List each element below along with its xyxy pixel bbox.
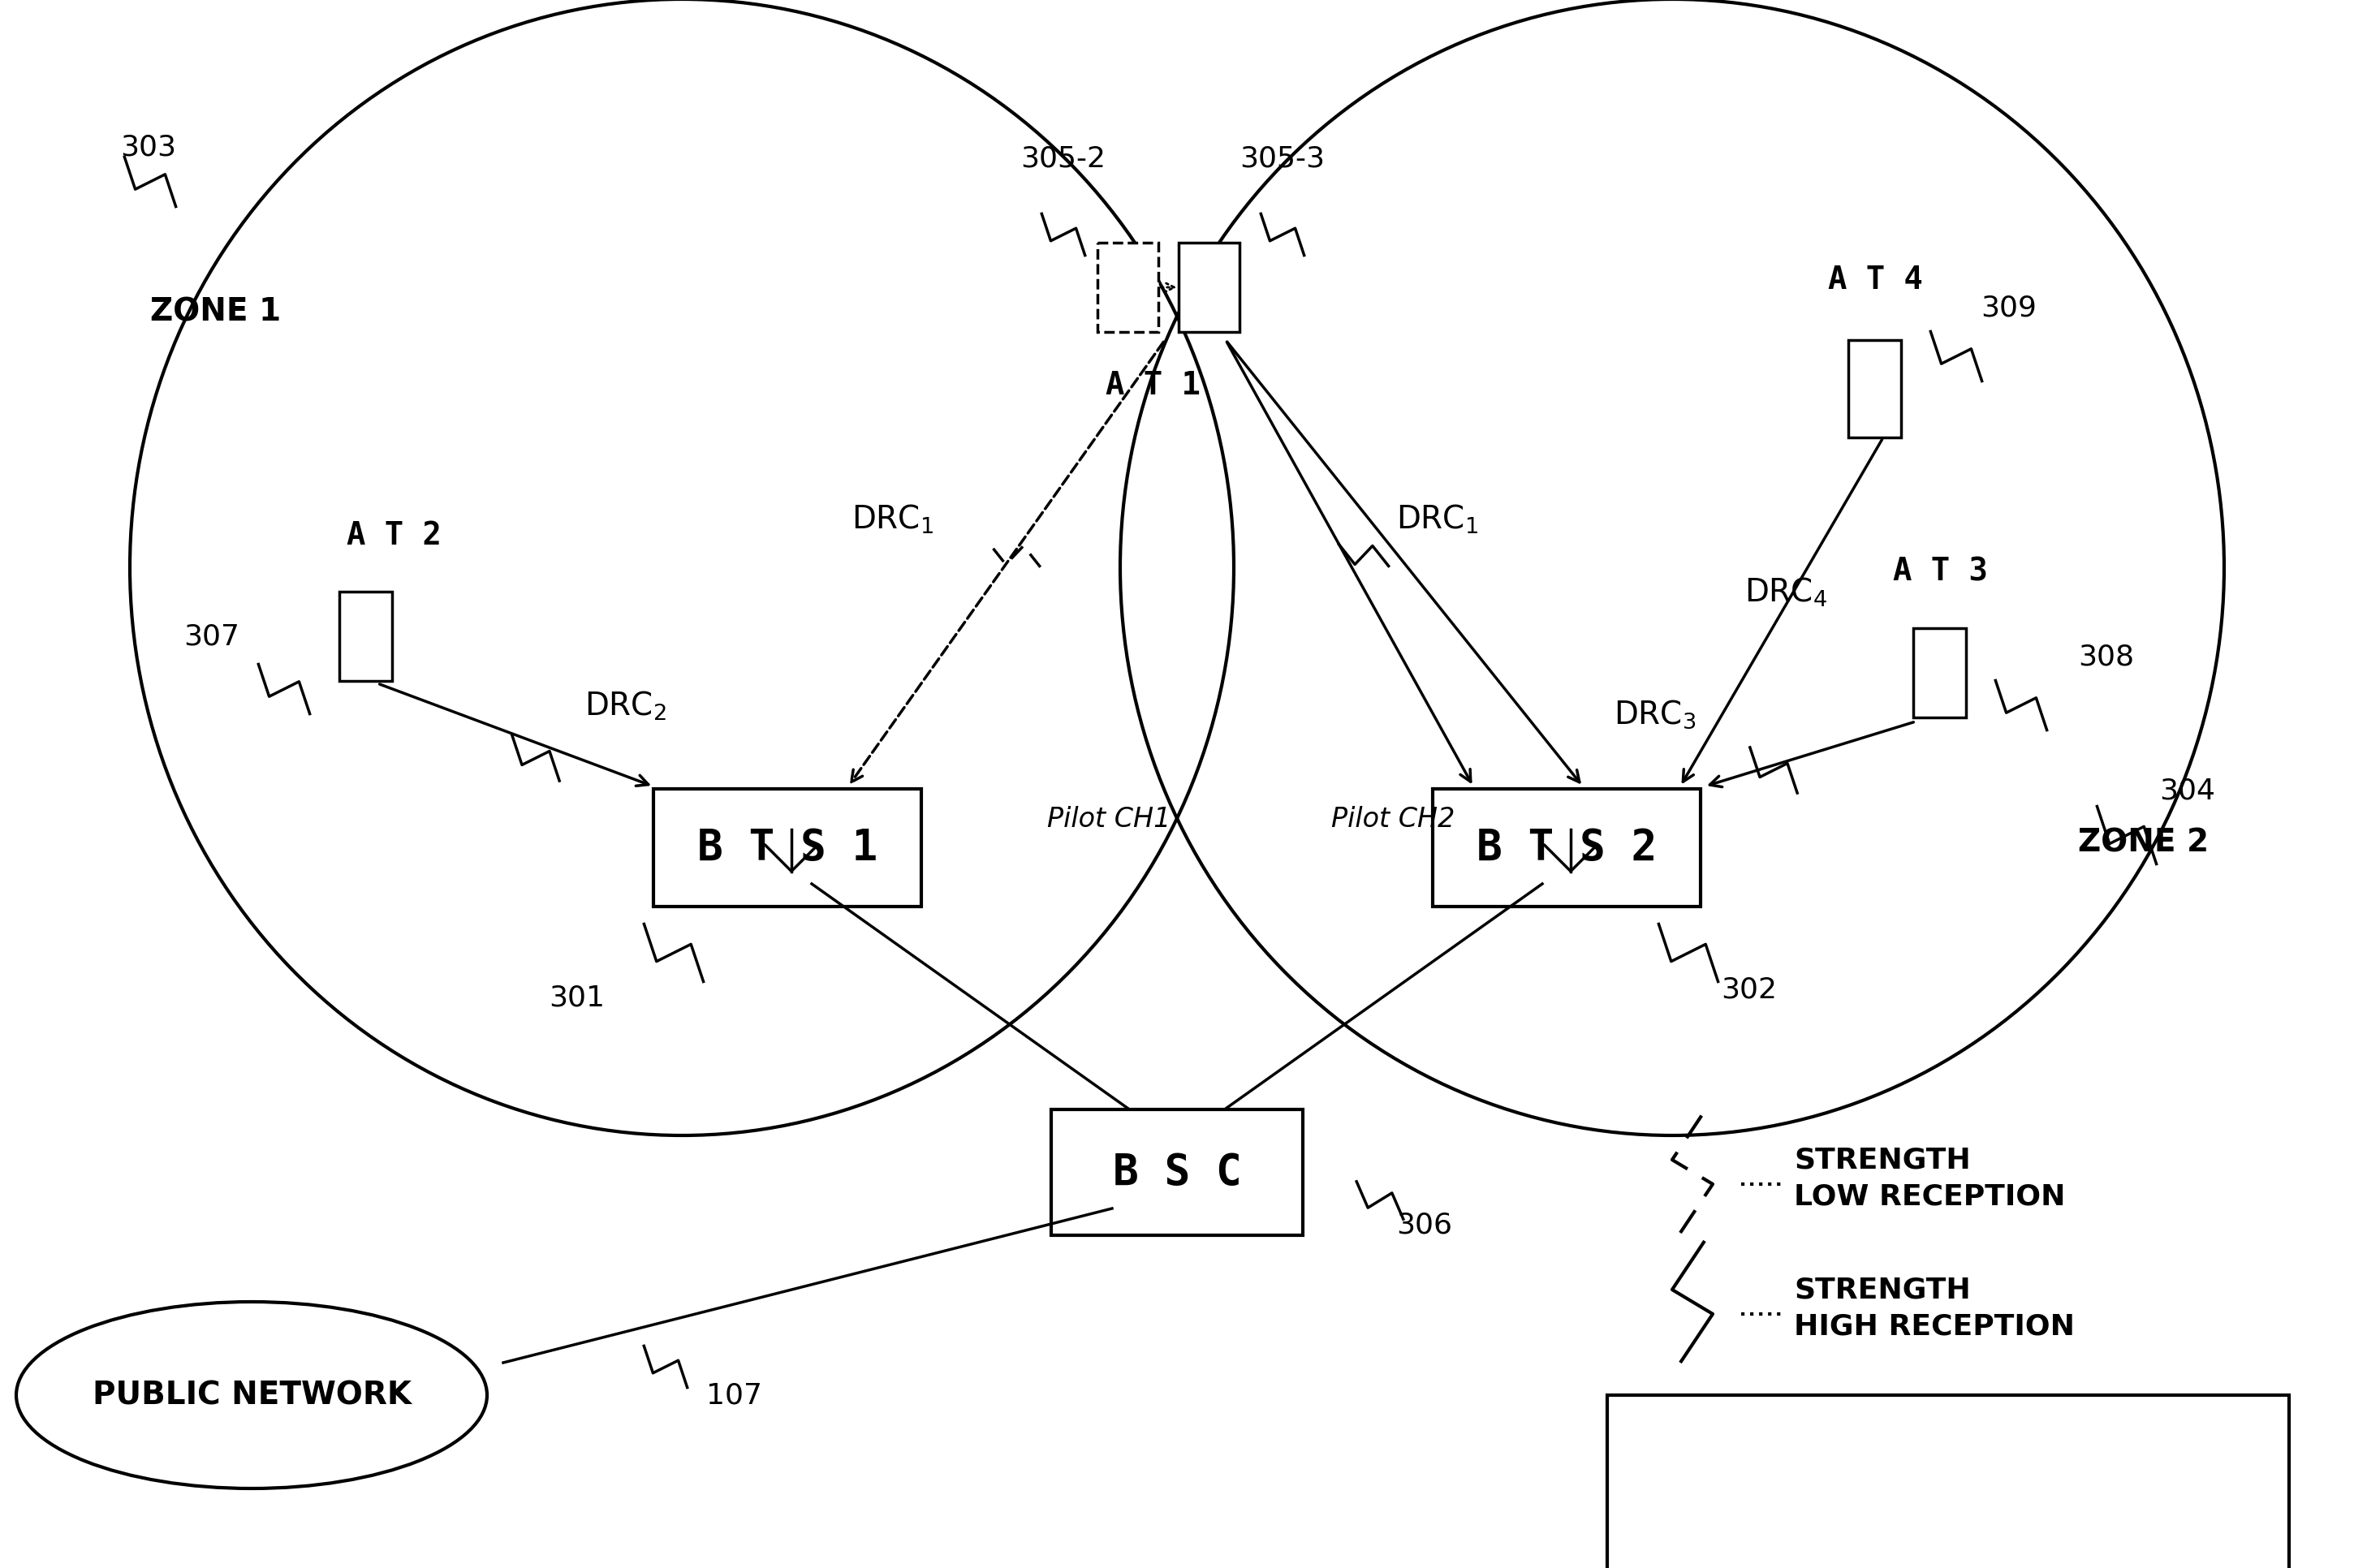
- FancyBboxPatch shape: [1052, 1109, 1302, 1236]
- Text: 305-3: 305-3: [1241, 144, 1325, 172]
- Text: 107: 107: [706, 1381, 763, 1410]
- Text: B T S 2: B T S 2: [1476, 826, 1657, 869]
- Text: B T S 1: B T S 1: [697, 826, 878, 869]
- Text: PUBLIC NETWORK: PUBLIC NETWORK: [92, 1380, 412, 1411]
- Text: HIGH RECEPTION: HIGH RECEPTION: [1794, 1312, 2074, 1341]
- Text: 304: 304: [2159, 778, 2215, 804]
- Text: DRC$_1$: DRC$_1$: [1396, 503, 1478, 536]
- Text: 306: 306: [1396, 1210, 1452, 1239]
- Text: A T 3: A T 3: [1893, 557, 1987, 588]
- FancyBboxPatch shape: [1179, 243, 1241, 332]
- Text: DRC$_2$: DRC$_2$: [584, 690, 666, 723]
- Text: 302: 302: [1721, 975, 1777, 1004]
- Text: STRENGTH: STRENGTH: [1794, 1276, 1970, 1303]
- Text: ZONE 2: ZONE 2: [2079, 828, 2208, 858]
- Text: LOW RECEPTION: LOW RECEPTION: [1794, 1182, 2064, 1210]
- FancyBboxPatch shape: [1608, 1396, 2288, 1568]
- FancyBboxPatch shape: [1914, 629, 1966, 718]
- Text: DRC$_3$: DRC$_3$: [1615, 698, 1697, 729]
- Text: Pilot CH1: Pilot CH1: [1048, 806, 1170, 833]
- Text: 308: 308: [2079, 643, 2135, 671]
- FancyBboxPatch shape: [339, 593, 391, 682]
- Text: ZONE 1: ZONE 1: [151, 296, 280, 326]
- Text: Pilot CH2: Pilot CH2: [1332, 806, 1455, 833]
- Text: 303: 303: [120, 133, 177, 162]
- FancyBboxPatch shape: [654, 789, 920, 906]
- Text: 301: 301: [548, 985, 605, 1011]
- Text: A T 1: A T 1: [1106, 370, 1201, 401]
- Text: A T 2: A T 2: [346, 521, 440, 550]
- FancyBboxPatch shape: [1097, 243, 1158, 332]
- Text: B S C: B S C: [1113, 1151, 1241, 1193]
- Text: DRC$_1$: DRC$_1$: [852, 503, 935, 536]
- Text: 305-2: 305-2: [1022, 144, 1106, 172]
- Text: 307: 307: [184, 622, 240, 651]
- Text: A T 4: A T 4: [1827, 265, 1923, 295]
- Text: 309: 309: [1980, 295, 2036, 321]
- FancyBboxPatch shape: [1848, 340, 1902, 437]
- FancyBboxPatch shape: [1434, 789, 1700, 906]
- Text: DRC$_4$: DRC$_4$: [1744, 575, 1827, 608]
- Text: STRENGTH: STRENGTH: [1794, 1146, 1970, 1174]
